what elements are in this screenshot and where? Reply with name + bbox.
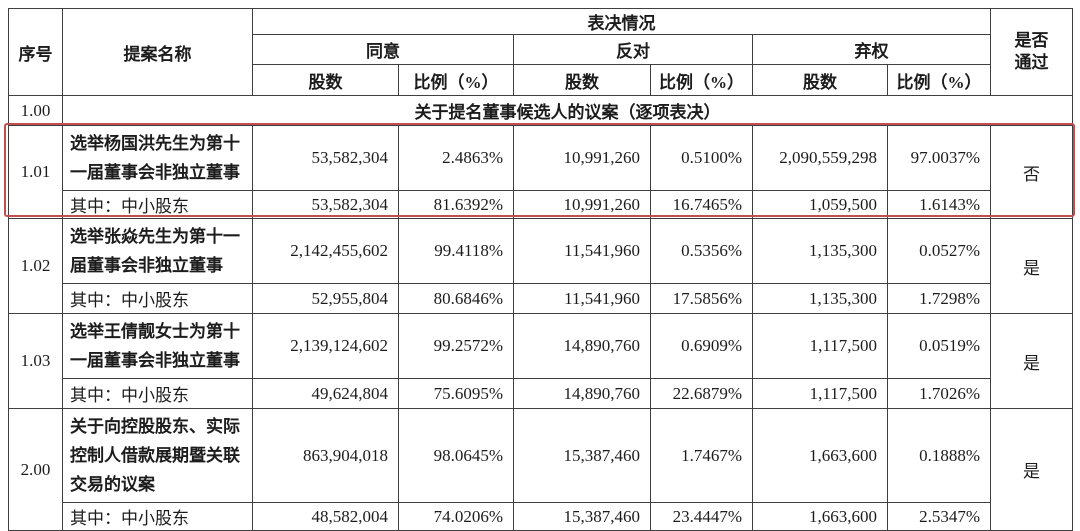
header-proposal: 提案名称 <box>62 8 253 96</box>
against-shares: 11,541,960 <box>513 218 651 284</box>
agree-ratio: 99.4118% <box>398 218 514 284</box>
header-passed-line1: 是否 <box>1014 31 1049 50</box>
abstain-shares: 1,117,500 <box>752 313 888 379</box>
abstain-ratio: 0.0527% <box>887 218 991 284</box>
against-ratio: 22.6879% <box>650 378 753 409</box>
abstain-shares: 1,135,300 <box>752 218 888 284</box>
abstain-shares: 1,059,500 <box>752 190 888 219</box>
against-shares: 14,890,760 <box>513 378 651 409</box>
minority-row: 其中：中小股东 49,624,804 75.6095% 14,890,760 2… <box>9 378 1073 409</box>
header-agree-ratio: 比例（%） <box>398 64 514 96</box>
agree-shares: 2,142,455,602 <box>252 218 399 284</box>
abstain-shares: 1,663,600 <box>752 502 888 531</box>
agree-ratio: 81.6392% <box>398 190 514 219</box>
section-row: 1.00 关于提名董事候选人的议案（逐项表决） <box>8 95 1073 126</box>
abstain-ratio: 1.7298% <box>887 283 991 314</box>
against-ratio: 0.6909% <box>650 313 753 379</box>
against-shares: 15,387,460 <box>513 408 651 503</box>
header-against: 反对 <box>513 34 753 65</box>
header-passed-line2: 通过 <box>1014 53 1049 72</box>
header-passed: 是否 通过 <box>990 8 1073 96</box>
minority-label: 其中：中小股东 <box>62 378 253 409</box>
header-against-shares: 股数 <box>513 64 651 96</box>
against-shares: 10,991,260 <box>513 125 651 191</box>
agree-shares: 53,582,304 <box>252 190 399 219</box>
agree-shares: 53,582,304 <box>252 125 399 191</box>
proposal-name: 选举张焱先生为第十一届董事会非独立董事 <box>62 218 253 284</box>
against-shares: 15,387,460 <box>513 502 651 531</box>
agree-ratio: 80.6846% <box>398 283 514 314</box>
against-ratio: 17.5856% <box>650 283 753 314</box>
table-header: 序号 提案名称 表决情况 是否 通过 同意 反对 弃权 股数 比例（%） 股数 … <box>8 8 1073 96</box>
against-shares: 11,541,960 <box>513 283 651 314</box>
abstain-ratio: 0.0519% <box>887 313 991 379</box>
abstain-ratio: 97.0037% <box>887 125 991 191</box>
section-seq: 1.00 <box>8 95 63 126</box>
against-ratio: 0.5356% <box>650 218 753 284</box>
header-abstain-shares: 股数 <box>752 64 888 96</box>
against-ratio: 16.7465% <box>650 190 753 219</box>
agree-ratio: 99.2572% <box>398 313 514 379</box>
abstain-ratio: 2.5347% <box>887 502 991 531</box>
proposal-name: 选举杨国洪先生为第十一届董事会非独立董事 <box>62 125 253 191</box>
minority-label: 其中：中小股东 <box>62 190 253 219</box>
voting-results-table: 序号 提案名称 表决情况 是否 通过 同意 反对 弃权 股数 比例（%） 股数 … <box>8 8 1073 531</box>
table-row: 1.01 选举杨国洪先生为第十一届董事会非独立董事 53,582,304 2.4… <box>8 125 1073 219</box>
header-against-ratio: 比例（%） <box>650 64 753 96</box>
minority-row: 其中：中小股东 52,955,804 80.6846% 11,541,960 1… <box>9 283 1073 314</box>
against-ratio: 1.7467% <box>650 408 753 503</box>
header-agree-shares: 股数 <box>252 64 399 96</box>
minority-label: 其中：中小股东 <box>62 502 253 531</box>
agree-ratio: 74.0206% <box>398 502 514 531</box>
minority-row: 其中：中小股东 53,582,304 81.6392% 10,991,260 1… <box>9 190 1073 219</box>
table-row: 1.02 选举张焱先生为第十一届董事会非独立董事 2,142,455,602 9… <box>8 218 1073 314</box>
agree-shares: 49,624,804 <box>252 378 399 409</box>
row-seq: 1.02 <box>8 218 63 314</box>
agree-ratio: 98.0645% <box>398 408 514 503</box>
proposal-name: 选举王倩靓女士为第十一届董事会非独立董事 <box>62 313 253 379</box>
against-shares: 14,890,760 <box>513 313 651 379</box>
passed-value: 否 <box>990 125 1073 219</box>
header-agree: 同意 <box>252 34 514 65</box>
table-row: 1.03 选举王倩靓女士为第十一届董事会非独立董事 2,139,124,602 … <box>8 313 1073 409</box>
proposal-name: 关于向控股股东、实际控制人借款展期暨关联交易的议案 <box>62 408 253 503</box>
header-seq: 序号 <box>8 8 63 96</box>
abstain-ratio: 1.7026% <box>887 378 991 409</box>
abstain-shares: 2,090,559,298 <box>752 125 888 191</box>
row-seq: 2.00 <box>8 408 63 531</box>
agree-shares: 2,139,124,602 <box>252 313 399 379</box>
abstain-ratio: 1.6143% <box>887 190 991 219</box>
minority-label: 其中：中小股东 <box>62 283 253 314</box>
table-row: 2.00 关于向控股股东、实际控制人借款展期暨关联交易的议案 863,904,0… <box>8 408 1073 531</box>
header-abstain-ratio: 比例（%） <box>887 64 991 96</box>
minority-row: 其中：中小股东 48,582,004 74.0206% 15,387,460 2… <box>9 502 1073 531</box>
passed-value: 是 <box>990 408 1073 531</box>
agree-ratio: 75.6095% <box>398 378 514 409</box>
row-seq: 1.01 <box>8 125 63 219</box>
passed-value: 是 <box>990 218 1073 314</box>
agree-shares: 48,582,004 <box>252 502 399 531</box>
abstain-shares: 1,117,500 <box>752 378 888 409</box>
section-title: 关于提名董事候选人的议案（逐项表决） <box>62 95 1073 126</box>
passed-value: 是 <box>990 313 1073 409</box>
against-ratio: 0.5100% <box>650 125 753 191</box>
abstain-shares: 1,135,300 <box>752 283 888 314</box>
abstain-shares: 1,663,600 <box>752 408 888 503</box>
agree-shares: 863,904,018 <box>252 408 399 503</box>
agree-ratio: 2.4863% <box>398 125 514 191</box>
agree-shares: 52,955,804 <box>252 283 399 314</box>
row-seq: 1.03 <box>8 313 63 409</box>
header-abstain: 弃权 <box>752 34 991 65</box>
against-ratio: 23.4447% <box>650 502 753 531</box>
header-voting: 表决情况 <box>252 8 991 35</box>
against-shares: 10,991,260 <box>513 190 651 219</box>
abstain-ratio: 0.1888% <box>887 408 991 503</box>
